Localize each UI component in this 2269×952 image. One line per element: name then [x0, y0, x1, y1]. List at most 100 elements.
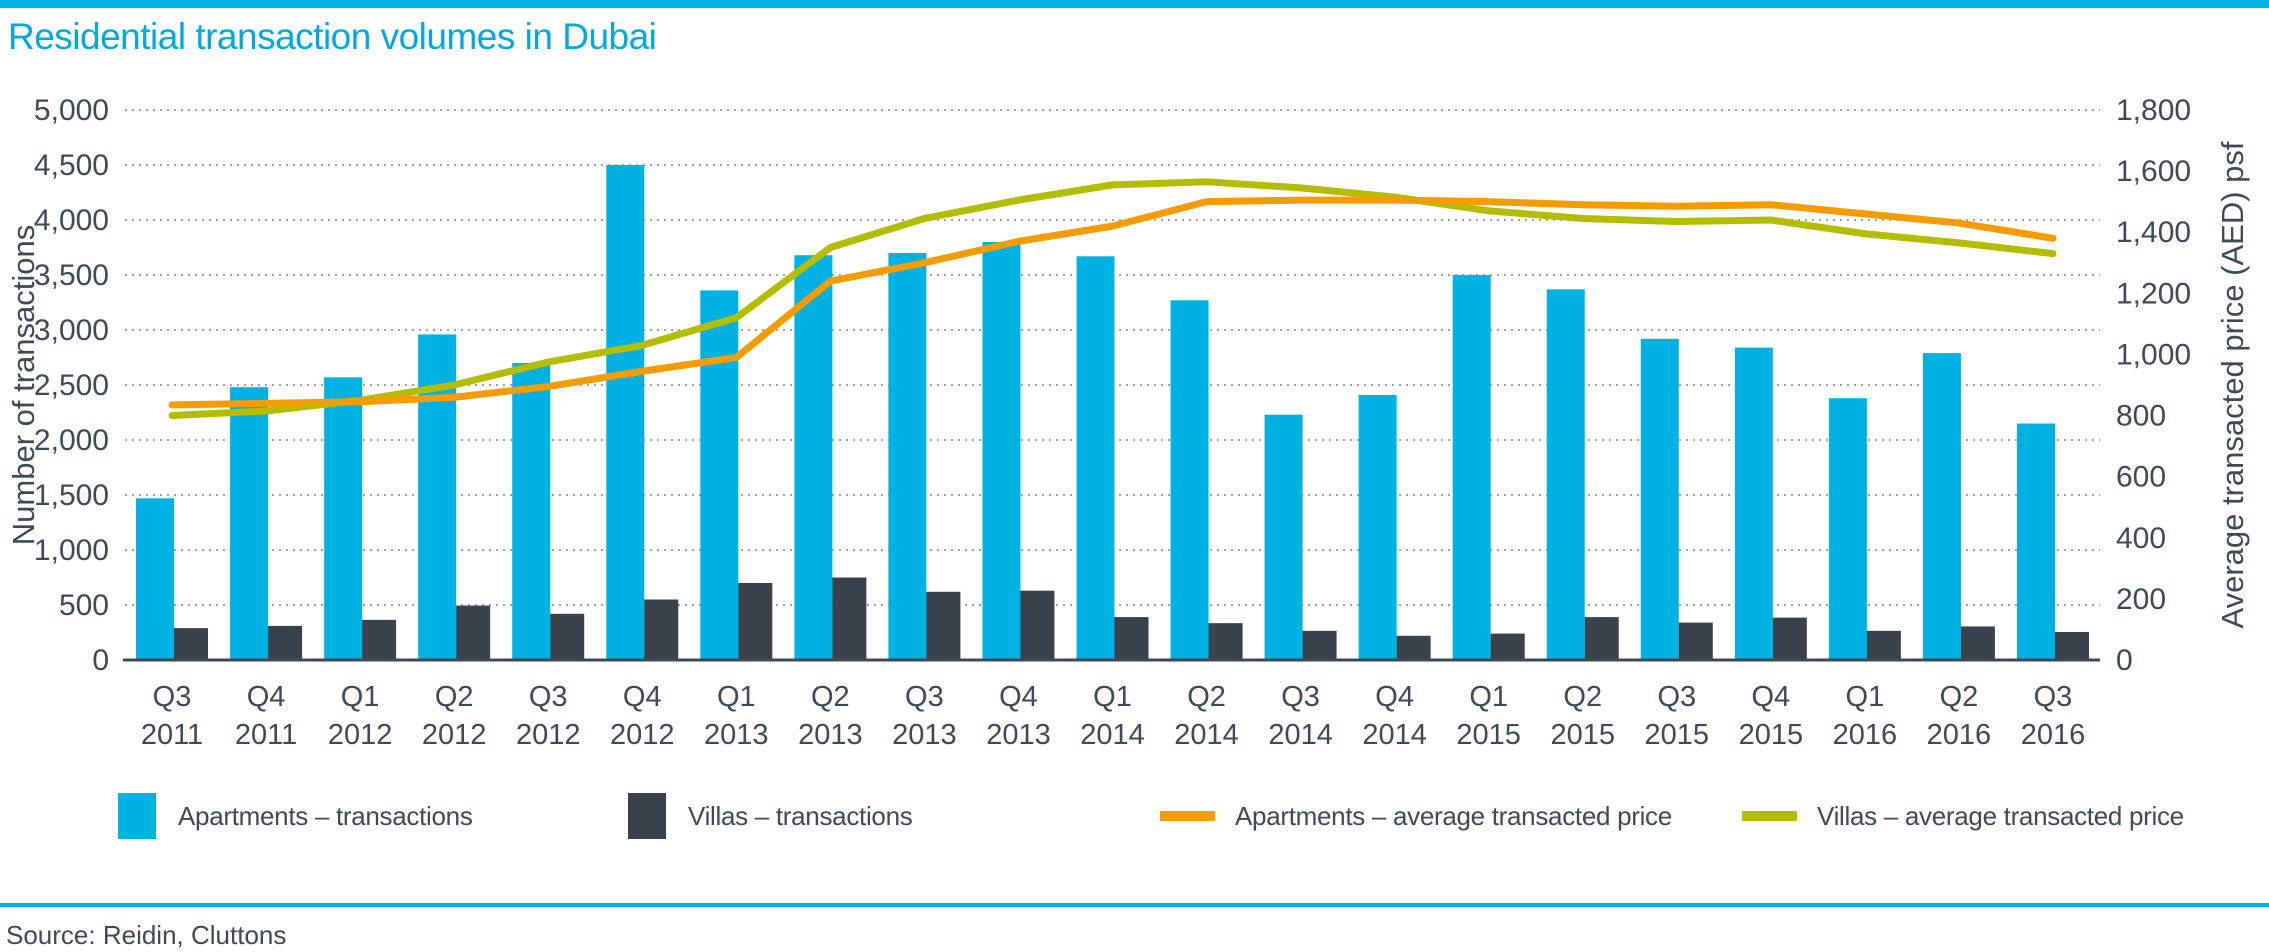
bar-villas-16 [1678, 622, 1713, 660]
svg-text:3,500: 3,500 [34, 259, 109, 292]
x-label-17: Q4 2015 [1739, 681, 1804, 751]
x-label-1: Q4 2011 [235, 681, 297, 751]
bar-villas-6 [738, 583, 773, 660]
bar-apartments-11 [1170, 300, 1209, 660]
x-label-4: Q3 2012 [516, 681, 581, 751]
bar-apartments-4 [512, 363, 551, 660]
bar-villas-19 [1960, 626, 1995, 660]
svg-text:5,000: 5,000 [34, 94, 109, 127]
legend-label-apartments-transactions: Apartments – transactions [178, 800, 473, 831]
bar-villas-7 [832, 577, 867, 660]
bar-apartments-12 [1264, 414, 1303, 660]
x-label-8: Q3 2013 [892, 681, 957, 751]
chart-title: Residential transaction volumes in Dubai [8, 16, 657, 57]
x-label-14: Q1 2015 [1456, 681, 1521, 751]
x-label-12: Q3 2014 [1268, 681, 1333, 751]
bar-apartments-6 [700, 290, 739, 660]
x-label-15: Q2 2015 [1550, 681, 1615, 751]
bar-apartments-20 [2016, 423, 2055, 660]
svg-text:2,000: 2,000 [34, 424, 109, 457]
bar-apartments-7 [794, 255, 833, 660]
legend-item-villas-transactions: Villas – transactions [628, 788, 913, 844]
bar-apartments-19 [1922, 353, 1961, 660]
bars-apartments [136, 165, 2055, 660]
right-axis-title: Average transacted price (AED) psf [2215, 141, 2250, 628]
bar-apartments-17 [1734, 347, 1773, 660]
chart-canvas: 0 500 1,000 1,500 2,000 2,500 3,000 3,500 4,000 4… [6, 94, 2250, 751]
bar-villas-11 [1208, 623, 1243, 660]
bar-villas-12 [1302, 630, 1337, 660]
bar-apartments-10 [1076, 256, 1115, 660]
x-label-13: Q4 2014 [1362, 681, 1427, 751]
bar-villas-10 [1114, 617, 1149, 660]
x-label-5: Q4 2012 [610, 681, 675, 751]
bar-villas-9 [1020, 590, 1055, 660]
bar-apartments-14 [1452, 275, 1491, 660]
bar-apartments-2 [324, 377, 363, 660]
svg-text:1,500: 1,500 [34, 479, 109, 512]
bar-villas-2 [362, 619, 397, 660]
x-label-19: Q2 2016 [1927, 681, 1992, 751]
x-label-18: Q1 2016 [1833, 681, 1898, 751]
legend-swatch-apartments-line [1160, 811, 1215, 821]
bar-apartments-16 [1640, 338, 1679, 660]
left-axis-title: Number of transactions [6, 225, 41, 545]
price-line-villas [168, 178, 2057, 420]
svg-text:1,200: 1,200 [2116, 277, 2191, 310]
legend-item-apartments-price: Apartments – average transacted price [1160, 788, 1672, 844]
legend-swatch-apartments-bar [118, 793, 156, 839]
bar-apartments-0 [136, 498, 175, 660]
x-label-7: Q2 2013 [798, 681, 863, 751]
x-label-0: Q3 2011 [141, 681, 203, 751]
svg-text:1,000: 1,000 [2116, 338, 2191, 371]
bar-apartments-13 [1358, 394, 1397, 660]
legend-label-apartments-price: Apartments – average transacted price [1235, 800, 1672, 831]
legend-label-villas-price: Villas – average transacted price [1817, 800, 2184, 831]
svg-text:800: 800 [2116, 400, 2166, 433]
bar-apartments-1 [230, 387, 269, 660]
bar-villas-18 [1866, 630, 1901, 660]
svg-text:400: 400 [2116, 522, 2166, 555]
price-line-apartments [168, 196, 2057, 409]
svg-text:1,000: 1,000 [34, 534, 109, 567]
bar-apartments-15 [1546, 289, 1585, 660]
x-axis-labels: Q3 2011 Q4 2011 Q1 2012 Q2 2012 Q3 2012 Q4 2012 Q1 20… [141, 681, 2085, 751]
svg-text:1,400: 1,400 [2116, 216, 2191, 249]
right-axis-ticks: 0 200 400 600 800 1,000 1,200 1,400 1,600 1,800 [2116, 94, 2191, 677]
bar-villas-1 [268, 625, 303, 660]
legend-swatch-villas-bar [628, 793, 666, 839]
bar-villas-13 [1396, 635, 1431, 660]
svg-text:600: 600 [2116, 461, 2166, 494]
legend-item-villas-price: Villas – average transacted price [1742, 788, 2184, 844]
svg-text:2,500: 2,500 [34, 369, 109, 402]
svg-text:3,000: 3,000 [34, 314, 109, 347]
svg-text:4,500: 4,500 [34, 149, 109, 182]
bar-apartments-8 [888, 253, 927, 660]
x-label-3: Q2 2012 [422, 681, 487, 751]
bottom-accent-rule [0, 903, 2269, 907]
bar-villas-0 [174, 628, 209, 660]
bar-apartments-9 [982, 242, 1021, 660]
left-axis-ticks: 0 500 1,000 1,500 2,000 2,500 3,000 3,500 4,000 4… [34, 94, 109, 677]
x-label-2: Q1 2012 [328, 681, 393, 751]
svg-text:500: 500 [59, 589, 109, 622]
x-label-16: Q3 2015 [1645, 681, 1710, 751]
bar-villas-14 [1490, 633, 1525, 660]
bar-villas-5 [644, 599, 679, 660]
x-label-6: Q1 2013 [704, 681, 769, 751]
svg-text:1,600: 1,600 [2116, 155, 2191, 188]
bar-apartments-18 [1828, 398, 1867, 660]
svg-text:200: 200 [2116, 583, 2166, 616]
source-text: Source: Reidin, Cluttons [6, 920, 287, 950]
bar-apartments-5 [606, 165, 645, 660]
legend-item-apartments-transactions: Apartments – transactions [118, 788, 473, 844]
bar-villas-17 [1772, 617, 1807, 660]
bars-villas [174, 577, 2089, 660]
svg-text:1,800: 1,800 [2116, 94, 2191, 127]
x-label-20: Q3 2016 [2021, 681, 2086, 751]
x-label-11: Q2 2014 [1174, 681, 1239, 751]
bar-villas-8 [926, 591, 961, 660]
x-label-9: Q4 2013 [986, 681, 1051, 751]
x-label-10: Q1 2014 [1080, 681, 1145, 751]
